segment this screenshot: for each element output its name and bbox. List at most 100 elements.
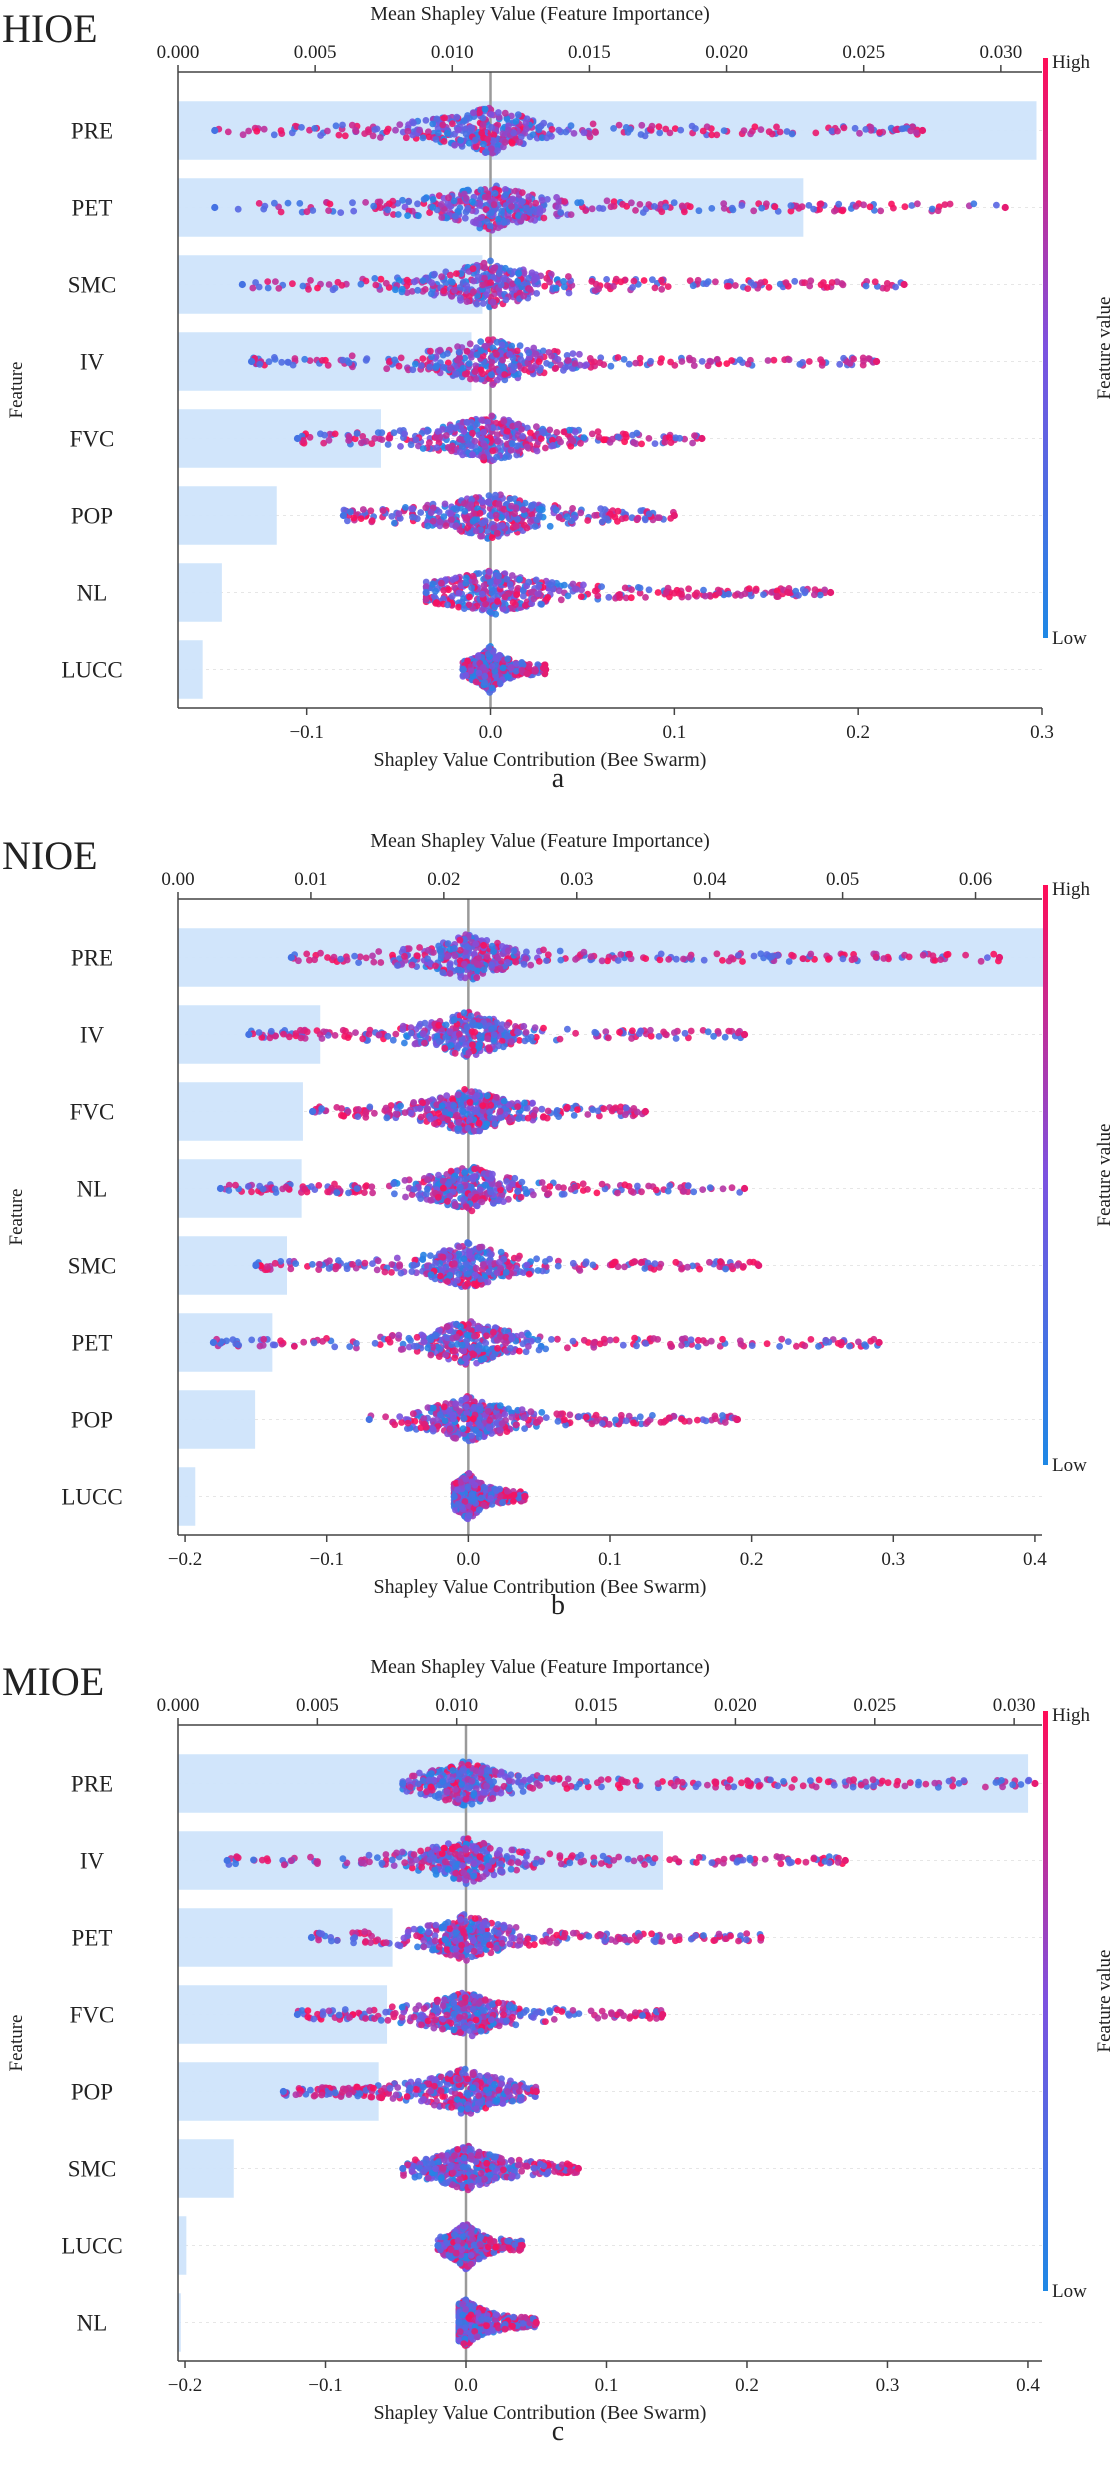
swarm-point: [446, 271, 454, 279]
swarm-point: [662, 589, 670, 596]
swarm-point: [888, 200, 895, 208]
swarm-point: [245, 127, 253, 135]
swarm-point: [303, 208, 311, 216]
swarm-point: [799, 955, 807, 962]
swarm-point: [533, 423, 540, 431]
swarm-point: [247, 357, 256, 366]
swarm-point: [444, 200, 452, 207]
swarm-point: [408, 961, 416, 969]
swarm-point: [486, 579, 494, 586]
swarm-point: [603, 515, 611, 523]
colorbar-title: Feature value: [1094, 297, 1115, 400]
swarm-point: [516, 138, 523, 146]
colorbar-high-label: High: [1052, 52, 1091, 73]
swarm-point: [419, 445, 427, 452]
swarm-point: [479, 300, 487, 307]
swarm-point: [443, 214, 451, 222]
swarm-point: [495, 109, 502, 116]
swarm-point: [571, 360, 579, 367]
swarm-point: [408, 288, 416, 295]
swarm-point: [444, 359, 452, 367]
swarm-point: [580, 948, 588, 956]
swarm-point: [872, 953, 880, 961]
swarm-point: [719, 957, 726, 964]
swarm-point: [798, 203, 806, 211]
swarm-point: [727, 954, 735, 962]
swarm-point: [508, 139, 516, 147]
swarm-point: [352, 1029, 359, 1036]
swarm-point: [401, 1109, 409, 1116]
feature-label: SMC: [68, 273, 117, 298]
swarm-point: [488, 363, 496, 371]
swarm-point: [482, 517, 489, 525]
swarm-point: [441, 1044, 449, 1052]
swarm-point: [507, 664, 515, 672]
swarm-point: [353, 430, 361, 437]
swarm-point: [867, 124, 875, 131]
swarm-point: [427, 1115, 435, 1123]
swarm-point: [946, 200, 954, 208]
swarm-point: [442, 1033, 450, 1041]
swarm-point: [321, 431, 328, 439]
swarm-point: [480, 582, 488, 589]
swarm-point: [444, 952, 452, 960]
swarm-point: [384, 125, 392, 133]
swarm-point: [517, 133, 525, 141]
swarm-point: [493, 1094, 500, 1101]
swarm-point: [770, 356, 778, 364]
swarm-point: [462, 1175, 469, 1183]
swarm-point: [460, 1009, 468, 1017]
swarm-point: [429, 196, 437, 203]
swarm-point: [633, 429, 641, 437]
swarm-point: [270, 131, 278, 139]
swarm-point: [453, 113, 461, 121]
swarm-point: [399, 1022, 407, 1030]
swarm-point: [527, 429, 534, 437]
swarm-point: [738, 202, 746, 209]
swarm-point: [475, 1119, 483, 1127]
swarm-point: [308, 1107, 317, 1116]
swarm-point: [464, 1124, 472, 1132]
swarm-point: [367, 507, 375, 515]
swarm-point: [591, 1028, 599, 1036]
swarm-point: [504, 126, 512, 134]
swarm-point: [479, 664, 487, 671]
swarm-point: [462, 130, 470, 138]
swarm-point: [410, 119, 417, 127]
swarm-point: [614, 957, 622, 964]
swarm-point: [486, 568, 493, 576]
swarm-point: [448, 516, 455, 523]
swarm-point: [525, 193, 533, 201]
bottom-tick-label: −0.1: [289, 722, 323, 743]
swarm-point: [490, 1031, 498, 1039]
swarm-point: [452, 424, 460, 432]
swarm-point: [660, 1028, 667, 1036]
feature-label: PRE: [71, 119, 113, 144]
swarm-point: [851, 124, 859, 132]
swarm-point: [271, 354, 278, 361]
swarm-point: [521, 602, 529, 609]
swarm-point: [638, 440, 645, 448]
swarm-point: [689, 357, 697, 364]
swarm-point: [852, 203, 860, 210]
swarm-point: [376, 198, 384, 206]
swarm-point: [478, 129, 486, 137]
bar-fvc: [178, 1082, 303, 1141]
swarm-point: [463, 298, 471, 305]
bottom-axis-label: Shapley Value Contribution (Bee Swarm): [374, 749, 707, 771]
swarm-point: [432, 600, 440, 607]
swarm-point: [480, 941, 487, 949]
swarm-point: [816, 205, 823, 213]
swarm-point: [435, 1171, 442, 1179]
swarm-point: [671, 589, 678, 597]
swarm-point: [441, 1108, 449, 1116]
swarm-point: [560, 278, 567, 285]
swarm-point: [862, 282, 870, 290]
swarm-point: [672, 1035, 680, 1042]
swarm-point: [337, 209, 345, 217]
swarm-point: [883, 285, 891, 292]
swarm-point: [442, 432, 450, 439]
swarm-point: [468, 198, 476, 206]
swarm-point: [828, 279, 836, 286]
swarm-point: [466, 593, 473, 601]
